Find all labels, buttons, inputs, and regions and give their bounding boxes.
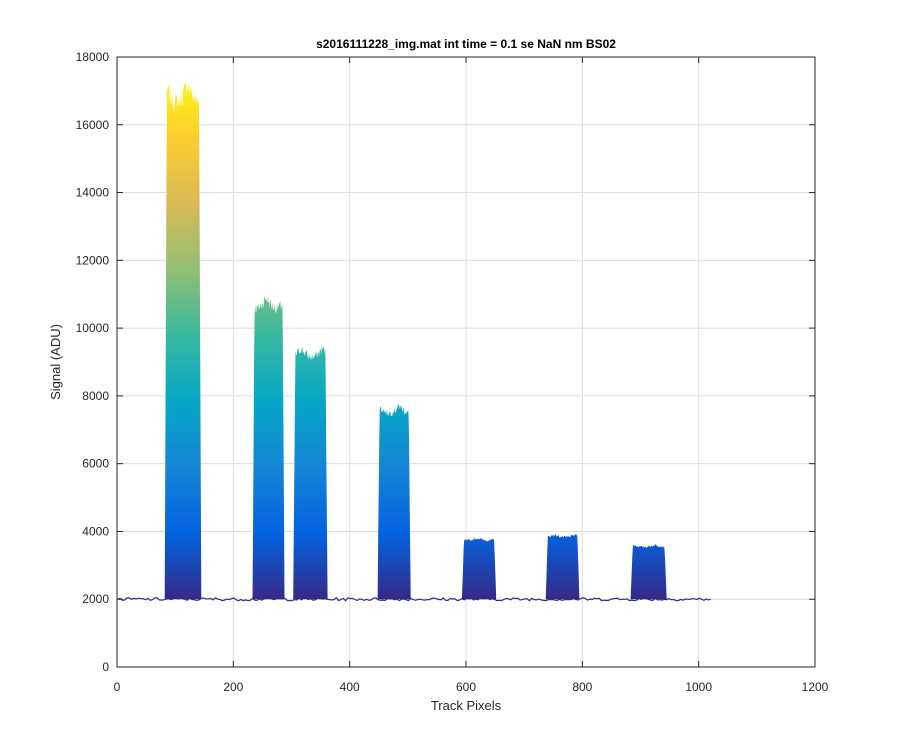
y-tick-label: 10000 [76,321,110,335]
x-axis-label: Track Pixels [431,698,502,713]
signal-peak [461,538,497,600]
signal-peak [293,345,328,600]
chart-title: s2016111228_img.mat int time = 0.1 se Na… [316,37,616,51]
y-tick-label: 0 [102,660,109,674]
y-tick-label: 6000 [82,457,109,471]
x-tick-label: 400 [340,680,360,694]
y-tick-label: 12000 [76,253,110,267]
x-axis-ticks: 0 200 400 600 800 1000 1200 [114,57,829,694]
x-tick-label: 600 [456,680,476,694]
y-tick-label: 16000 [76,118,110,132]
x-tick-label: 800 [572,680,592,694]
signal-peak [630,544,667,600]
baseline-trace [117,596,712,602]
y-axis-label: Signal (ADU) [48,324,63,400]
x-tick-label: 1000 [685,680,712,694]
x-tick-label: 1200 [802,680,829,694]
signal-peak [164,82,202,600]
y-tick-label: 4000 [82,524,109,538]
y-tick-label: 14000 [76,186,110,200]
y-tick-label: 2000 [82,592,109,606]
x-tick-label: 200 [223,680,243,694]
y-axis-ticks: 0 2000 4000 6000 8000 10000 12000 14000 16000 180… [76,50,815,674]
x-tick-label: 0 [114,680,121,694]
y-tick-label: 8000 [82,389,109,403]
signal-peak [545,533,580,600]
baseline-noise-line [117,596,712,602]
signal-surface [164,82,667,600]
signal-peak [377,403,411,600]
y-tick-label: 18000 [76,50,110,64]
signal-peak [252,296,285,600]
